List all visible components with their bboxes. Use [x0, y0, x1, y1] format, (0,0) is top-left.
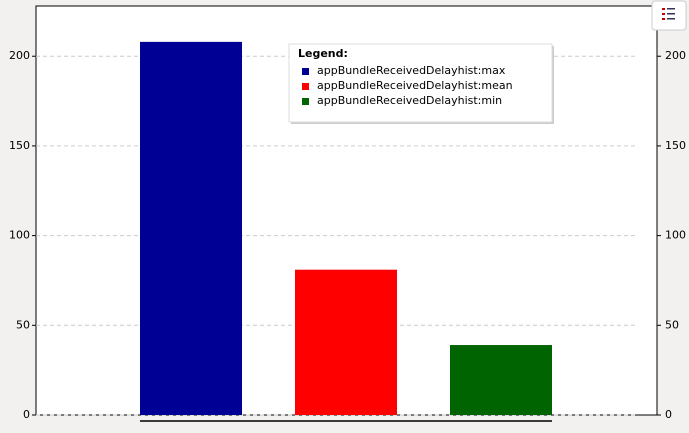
y-tick-label: 50	[16, 318, 30, 331]
legend-toggle[interactable]	[651, 0, 687, 31]
y2-tick-label: 50	[665, 318, 679, 331]
y-tick-label: 100	[9, 229, 30, 242]
bar	[295, 269, 397, 415]
legend-label: appBundleReceivedDelayhist:max	[317, 64, 506, 77]
legend-box	[288, 43, 553, 123]
legend-label: appBundleReceivedDelayhist:mean	[317, 79, 513, 92]
y-tick-label: 0	[23, 408, 30, 421]
y-tick-label: 200	[9, 49, 30, 62]
icon-part	[667, 18, 675, 20]
legend-swatch	[302, 98, 309, 105]
bar	[140, 41, 242, 415]
icon-part	[667, 8, 675, 10]
y2-tick-label: 200	[665, 49, 686, 62]
bar	[450, 345, 552, 415]
y2-tick-label: 0	[665, 408, 672, 421]
y2-tick-label: 150	[665, 139, 686, 152]
legend: Legend: appBundleReceivedDelayhist:max app…	[288, 43, 554, 124]
icon-part	[662, 13, 665, 15]
y-tick-label: 150	[9, 139, 30, 152]
legend-swatch	[302, 68, 309, 75]
icon-part	[662, 18, 665, 20]
legend-label: appBundleReceivedDelayhist:min	[317, 94, 502, 107]
icon-button[interactable]	[651, 0, 687, 31]
legend-title: Legend:	[298, 47, 348, 60]
icon-part	[667, 13, 675, 15]
y2-tick-label: 100	[665, 229, 686, 242]
legend-swatch	[302, 83, 309, 90]
icon-part	[662, 8, 665, 10]
